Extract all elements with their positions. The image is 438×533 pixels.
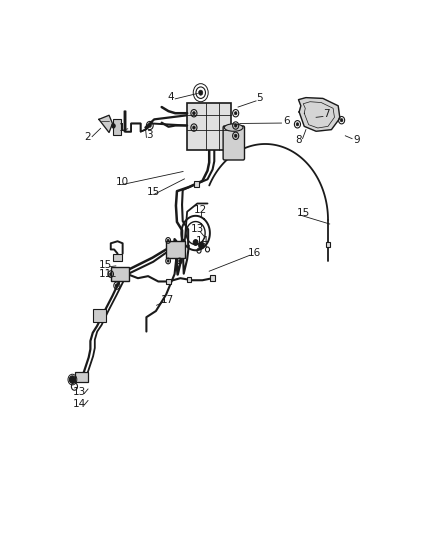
Text: 14: 14 (196, 236, 209, 246)
Circle shape (234, 124, 237, 127)
Polygon shape (99, 115, 113, 133)
Circle shape (234, 111, 237, 115)
Circle shape (148, 124, 151, 127)
Circle shape (69, 376, 75, 383)
Ellipse shape (224, 124, 243, 131)
Circle shape (116, 284, 118, 287)
Circle shape (167, 239, 169, 242)
Bar (325, 241, 330, 247)
Text: 15: 15 (147, 187, 160, 197)
Text: 4: 4 (167, 92, 174, 102)
Text: 10: 10 (115, 177, 128, 187)
Bar (111, 267, 130, 281)
Bar (113, 254, 122, 261)
Bar (75, 372, 88, 383)
Circle shape (193, 240, 198, 245)
Text: 9: 9 (353, 135, 360, 146)
Bar (210, 276, 215, 281)
Bar (194, 181, 199, 188)
Text: 11: 11 (99, 269, 112, 279)
Bar (166, 279, 171, 284)
Circle shape (340, 118, 343, 122)
Text: 17: 17 (161, 295, 174, 305)
FancyBboxPatch shape (223, 126, 244, 160)
Text: 6: 6 (283, 116, 290, 126)
Text: 1: 1 (119, 124, 125, 133)
Text: 7: 7 (323, 109, 330, 119)
Circle shape (296, 123, 299, 126)
Bar (187, 103, 231, 150)
Circle shape (234, 134, 237, 138)
Text: 2: 2 (85, 132, 91, 142)
Text: 14: 14 (73, 399, 86, 409)
Polygon shape (298, 98, 340, 131)
Bar (93, 309, 106, 322)
Text: 13: 13 (191, 224, 204, 235)
Text: 13: 13 (73, 387, 86, 397)
Bar (187, 277, 191, 282)
Circle shape (193, 111, 195, 115)
Circle shape (112, 124, 115, 128)
Bar (166, 241, 185, 259)
Text: 12: 12 (194, 205, 207, 215)
Circle shape (167, 260, 169, 262)
Text: 15: 15 (297, 207, 310, 217)
Circle shape (193, 126, 195, 129)
Text: 16: 16 (248, 248, 261, 258)
Circle shape (199, 242, 204, 248)
Text: 8: 8 (295, 135, 302, 146)
Text: 15: 15 (99, 260, 112, 270)
Circle shape (110, 272, 112, 276)
Text: 5: 5 (256, 93, 262, 103)
Circle shape (179, 260, 181, 262)
Circle shape (198, 90, 203, 95)
Bar (113, 119, 121, 135)
Text: 3: 3 (146, 131, 152, 140)
